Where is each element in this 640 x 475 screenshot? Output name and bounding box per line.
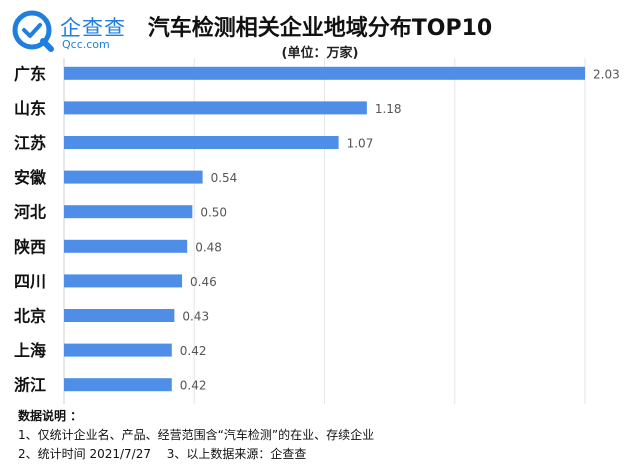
data-notes: 数据说明 ： 1、仅统计企业名、产品、经营范围含“汽车检测”的在业、存续企业 2… bbox=[18, 407, 374, 464]
value-label: 0.42 bbox=[180, 344, 207, 358]
bar bbox=[64, 343, 172, 357]
category-label: 浙江 bbox=[14, 376, 46, 395]
logo-name: 企查查 bbox=[60, 16, 126, 40]
chart-unit: (单位：万家) bbox=[281, 46, 359, 61]
value-label: 0.50 bbox=[200, 206, 227, 220]
value-label: 1.07 bbox=[347, 137, 374, 151]
bar bbox=[64, 378, 172, 392]
notes-heading: 数据说明 ： bbox=[18, 409, 83, 423]
value-label: 0.54 bbox=[211, 171, 238, 185]
notes-line-1: 1、仅统计企业名、产品、经营范围含“汽车检测”的在业、存续企业 bbox=[18, 428, 375, 442]
brand-logo: 企查查 Qcc.com bbox=[10, 8, 150, 52]
bar bbox=[64, 170, 203, 184]
category-label: 上海 bbox=[14, 341, 46, 360]
bar bbox=[64, 274, 183, 288]
bar bbox=[64, 309, 175, 322]
value-label: 0.46 bbox=[190, 275, 217, 289]
category-label: 北京 bbox=[14, 307, 46, 326]
category-label: 河北 bbox=[14, 203, 46, 222]
value-label: 0.48 bbox=[195, 240, 222, 254]
bar bbox=[64, 136, 339, 149]
value-label: 0.42 bbox=[180, 379, 207, 393]
chart-title: 汽车检测相关企业地域分布TOP10 bbox=[147, 16, 493, 41]
category-label: 陕西 bbox=[14, 237, 46, 256]
bar bbox=[64, 101, 367, 115]
category-label: 江苏 bbox=[14, 134, 46, 153]
bar bbox=[64, 239, 188, 253]
notes-line-2: 2、统计时间 2021/7/27 3、以上数据来源：企查查 bbox=[18, 447, 307, 461]
logo-subtitle: Qcc.com bbox=[62, 38, 110, 51]
bar bbox=[64, 205, 193, 219]
value-label: 2.03 bbox=[593, 67, 620, 81]
qcc-logo-icon bbox=[12, 10, 54, 52]
category-label: 安徽 bbox=[14, 168, 47, 187]
category-label: 山东 bbox=[14, 99, 46, 118]
bar bbox=[64, 66, 585, 80]
category-label: 四川 bbox=[14, 272, 46, 291]
category-label: 广东 bbox=[14, 64, 46, 83]
value-label: 1.18 bbox=[375, 102, 402, 116]
value-label: 0.43 bbox=[182, 310, 209, 324]
